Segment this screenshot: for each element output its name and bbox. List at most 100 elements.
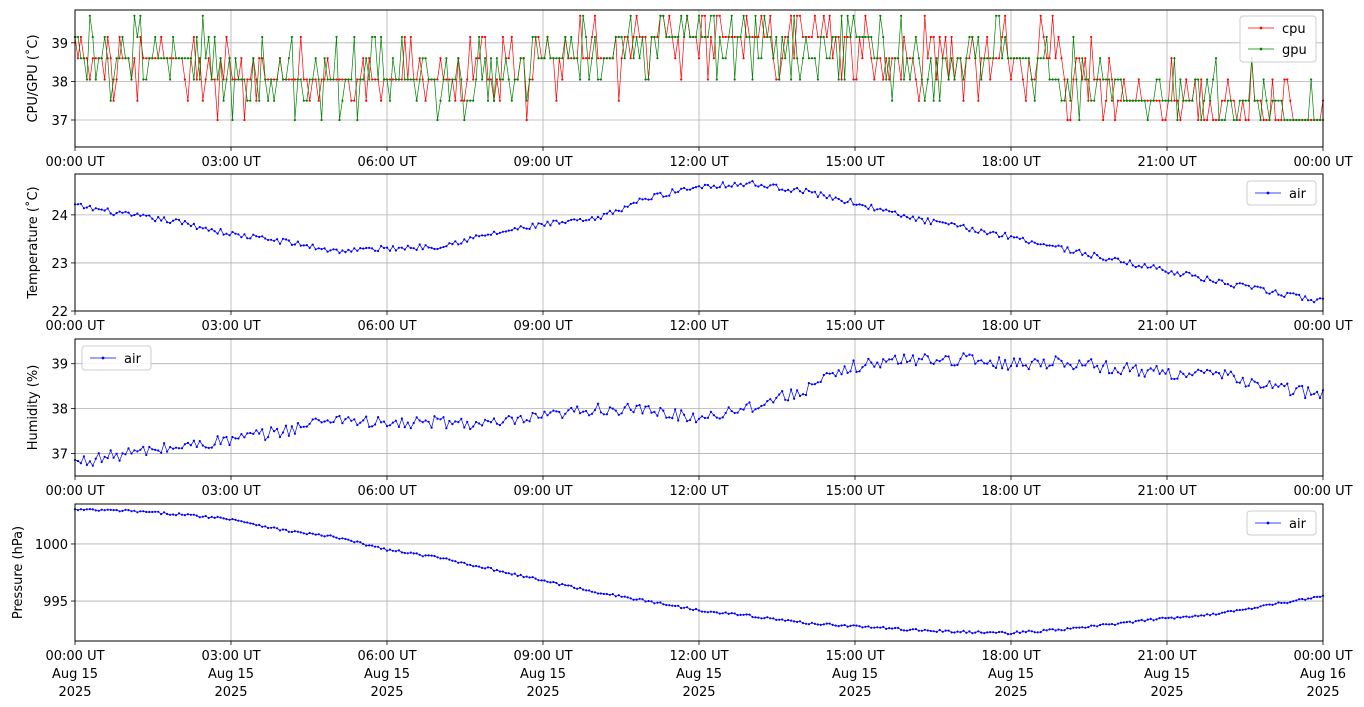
y-tick-label: 995 (43, 595, 68, 610)
data-point (1024, 240, 1027, 243)
data-point (332, 420, 335, 424)
data-point (1015, 630, 1019, 633)
data-point (834, 196, 837, 199)
data-point (736, 35, 739, 39)
data-point (757, 616, 760, 619)
data-point (837, 625, 840, 628)
data-point (172, 57, 175, 60)
data-point (1182, 99, 1185, 102)
data-point (950, 57, 953, 60)
data-point (1271, 386, 1274, 390)
data-point (528, 420, 531, 423)
data-point (100, 460, 103, 464)
data-point (418, 57, 421, 60)
data-point (466, 563, 469, 566)
data-point (166, 57, 169, 60)
data-point (252, 432, 255, 435)
data-point (172, 219, 175, 222)
data-point (287, 530, 290, 533)
data-point (391, 57, 394, 60)
data-point (653, 410, 656, 413)
data-point (1304, 598, 1307, 601)
y-axis-label: Temperature (˚C) (25, 186, 41, 299)
data-point (1185, 99, 1188, 102)
data-point (813, 14, 817, 17)
data-point (528, 576, 531, 579)
data-point (1194, 78, 1197, 81)
data-point (983, 362, 986, 365)
data-point (804, 35, 808, 39)
data-point (1259, 99, 1262, 102)
data-point (311, 78, 314, 81)
data-point (454, 560, 457, 563)
data-point (852, 78, 855, 81)
data-point (79, 202, 82, 205)
data-point (721, 57, 724, 60)
data-point (1197, 276, 1200, 279)
data-point (258, 432, 261, 435)
data-point (1235, 118, 1238, 122)
data-point (1206, 275, 1209, 278)
data-point (323, 78, 326, 81)
data-point (495, 422, 498, 425)
data-point (106, 57, 109, 60)
data-point (469, 99, 472, 102)
data-point (879, 366, 882, 369)
data-point (311, 418, 314, 421)
data-point (1238, 282, 1241, 285)
data-point (585, 589, 588, 592)
data-point (112, 214, 115, 217)
data-point (172, 513, 175, 516)
data-point (308, 531, 311, 535)
data-point (1122, 78, 1125, 81)
data-point (276, 527, 279, 530)
data-point (573, 586, 576, 590)
data-point (513, 227, 516, 230)
data-point (347, 78, 350, 81)
data-point (599, 217, 603, 220)
data-point (219, 516, 222, 519)
data-point (186, 222, 189, 225)
data-point (225, 232, 228, 235)
data-point (605, 592, 609, 596)
data-point (1214, 57, 1218, 60)
data-point (368, 246, 371, 249)
legend: air (1246, 510, 1317, 536)
data-point (219, 57, 222, 60)
data-point (846, 625, 849, 628)
data-point (177, 512, 181, 515)
data-point (831, 623, 834, 627)
data-point (406, 244, 409, 247)
data-point (424, 419, 427, 422)
data-point (457, 561, 460, 564)
data-point (1238, 99, 1241, 102)
data-point (1122, 261, 1125, 264)
data-point (1194, 371, 1197, 374)
data-point (623, 57, 626, 60)
data-point (207, 446, 210, 450)
data-point (192, 222, 195, 225)
data-point (623, 595, 626, 598)
data-point (293, 530, 296, 533)
data-point (585, 409, 588, 413)
data-point (154, 510, 157, 513)
data-point (831, 35, 834, 39)
data-point (382, 246, 386, 250)
data-point (1042, 628, 1045, 632)
data-point (855, 370, 858, 374)
data-point (1295, 293, 1298, 296)
data-point (656, 57, 659, 60)
data-point (189, 224, 192, 228)
data-point (1310, 393, 1313, 396)
data-point (861, 366, 864, 369)
data-point (1137, 264, 1140, 267)
data-point (201, 444, 204, 447)
data-point (864, 625, 867, 628)
data-point (472, 565, 475, 568)
data-point (1134, 620, 1137, 623)
data-point (1170, 99, 1173, 102)
data-point (1021, 364, 1024, 367)
data-point (965, 631, 968, 634)
data-point (549, 411, 552, 414)
x-tick-label: 18:00 UT (981, 649, 1040, 664)
